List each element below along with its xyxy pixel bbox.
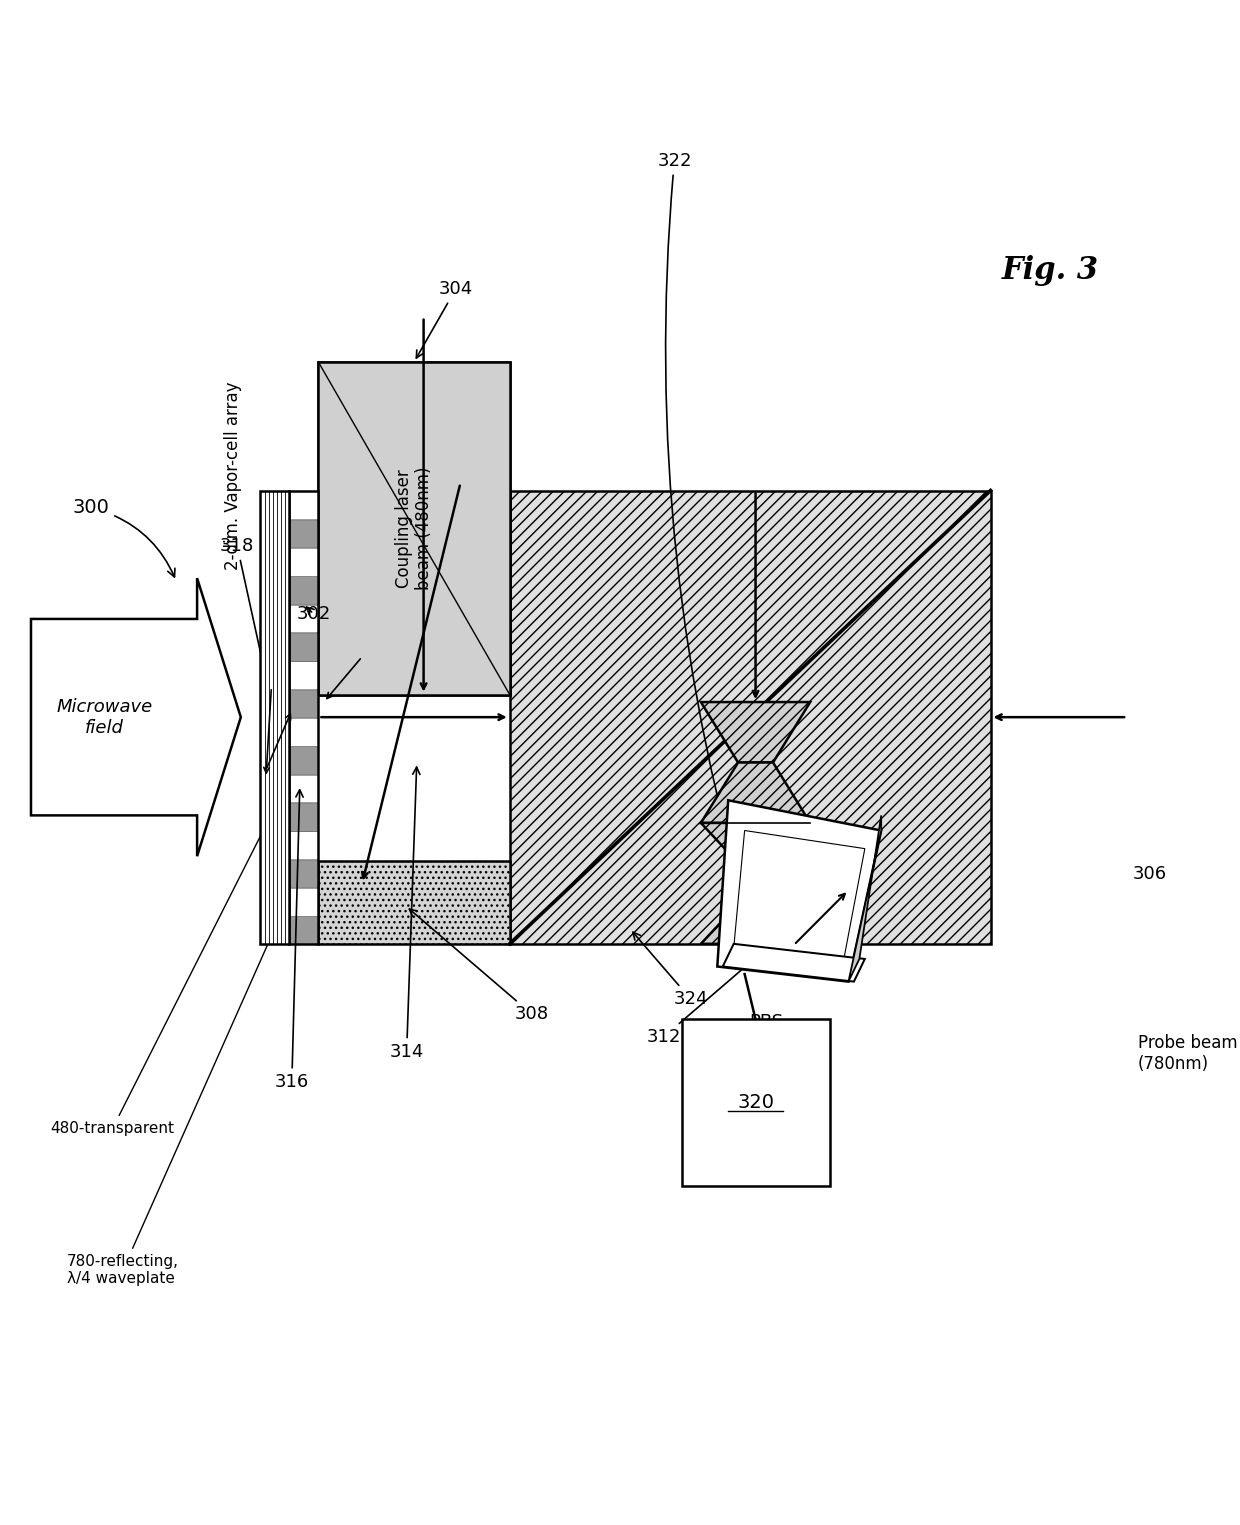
Bar (289, 633, 319, 660)
Text: 318: 318 (219, 537, 275, 712)
Text: 302: 302 (296, 605, 331, 622)
Bar (289, 604, 319, 633)
Polygon shape (734, 831, 864, 964)
Text: Microwave
field: Microwave field (56, 698, 153, 737)
Text: 304: 304 (417, 281, 472, 358)
Bar (289, 746, 319, 773)
Bar (510, 491, 991, 944)
Text: 300: 300 (72, 499, 175, 576)
Text: 780-reflecting,
λ/4 waveplate: 780-reflecting, λ/4 waveplate (67, 933, 273, 1286)
Polygon shape (701, 891, 810, 944)
Text: 316: 316 (275, 790, 309, 1092)
Polygon shape (701, 824, 810, 875)
Bar (289, 547, 319, 575)
Bar (289, 689, 319, 717)
Bar (260, 491, 289, 944)
Polygon shape (848, 816, 882, 982)
Polygon shape (717, 801, 882, 982)
Bar (289, 491, 319, 518)
Bar (289, 888, 319, 915)
Bar (289, 718, 319, 746)
Text: 480-transparent: 480-transparent (51, 811, 273, 1136)
Text: 308: 308 (409, 909, 549, 1023)
Text: Fig. 3: Fig. 3 (1002, 255, 1099, 287)
Ellipse shape (742, 874, 769, 892)
Text: 320: 320 (737, 1093, 774, 1112)
Bar (289, 775, 319, 802)
Text: 2-dim. Vapor-cell array: 2-dim. Vapor-cell array (224, 381, 242, 570)
Bar (289, 520, 319, 547)
Text: PBS: PBS (749, 1013, 784, 1031)
Polygon shape (701, 702, 810, 762)
Bar (319, 361, 510, 694)
Polygon shape (31, 578, 241, 856)
Bar (319, 361, 510, 694)
Polygon shape (723, 944, 864, 982)
Text: 312: 312 (646, 924, 795, 1046)
Bar (289, 860, 319, 888)
Text: 324: 324 (632, 932, 708, 1008)
Text: 322: 322 (657, 151, 755, 932)
Text: 314: 314 (389, 767, 424, 1061)
Bar (682, 1019, 830, 1185)
Bar (319, 860, 510, 944)
Bar (289, 491, 319, 944)
Text: Coupling laser
beam (480nm): Coupling laser beam (480nm) (394, 467, 434, 590)
Bar (289, 917, 319, 944)
Bar (289, 662, 319, 689)
Polygon shape (701, 762, 810, 824)
Bar (289, 804, 319, 831)
Text: 306: 306 (1132, 865, 1167, 883)
Bar (289, 576, 319, 604)
Bar (289, 831, 319, 859)
Text: Probe beam
(780nm): Probe beam (780nm) (1138, 1034, 1238, 1074)
